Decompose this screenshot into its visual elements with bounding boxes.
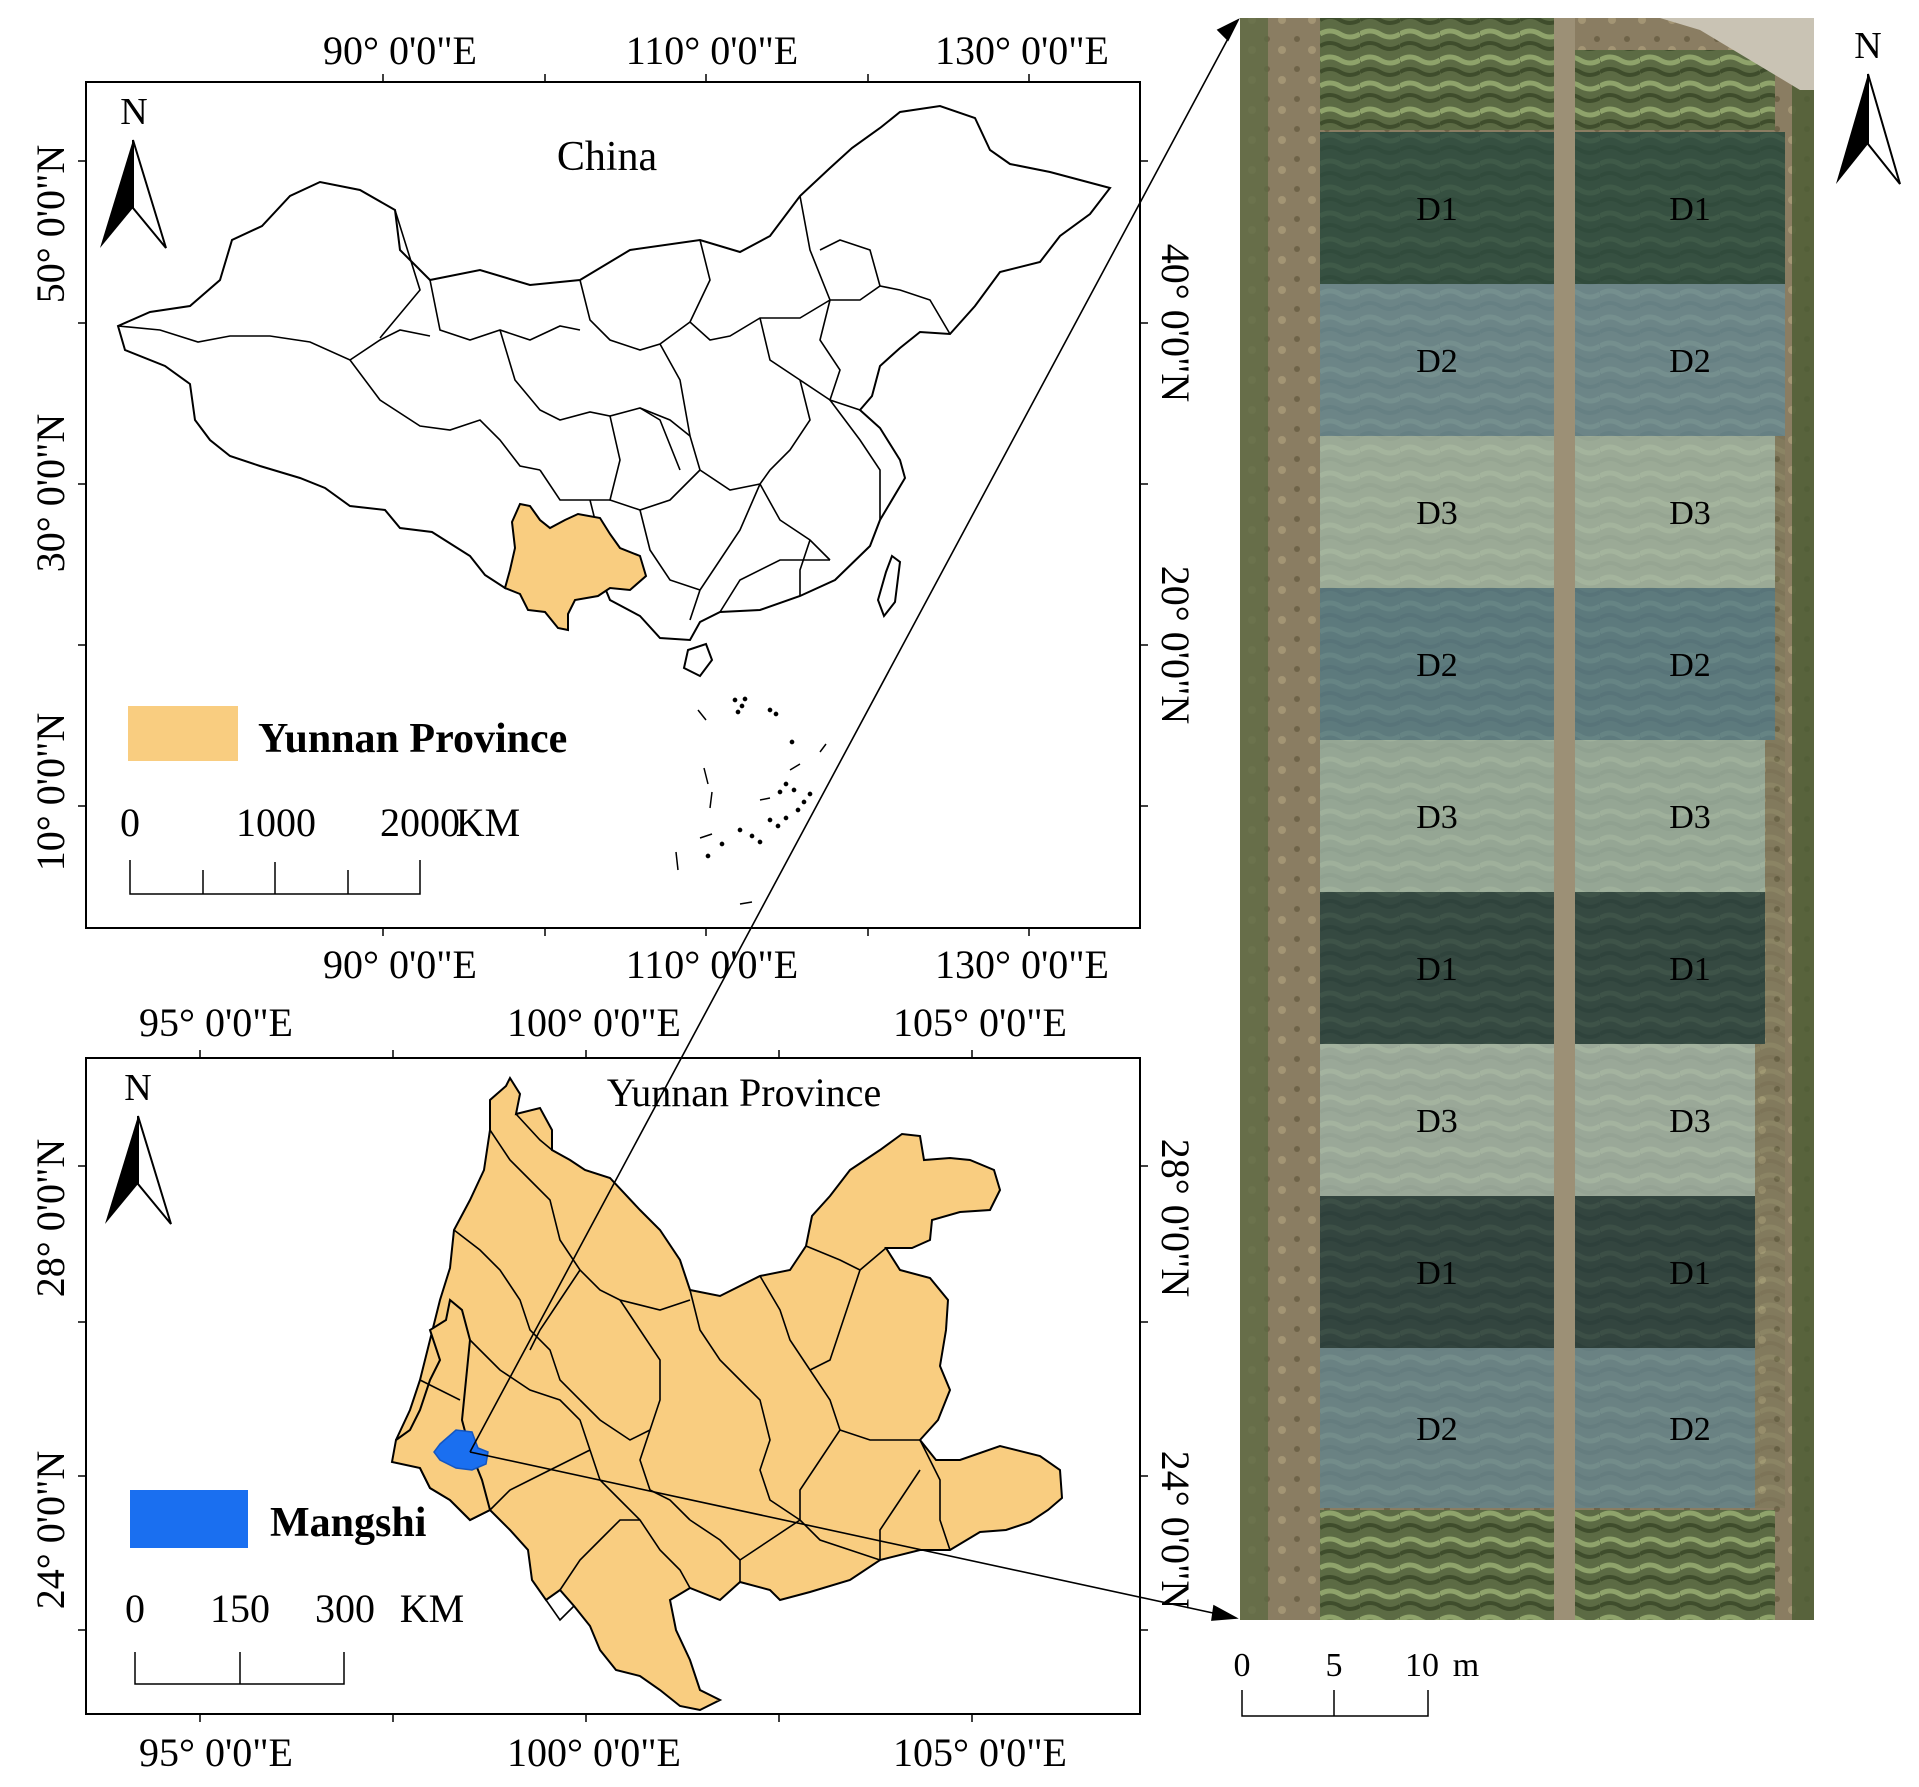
yunnan-scale-unit: KM xyxy=(400,1586,464,1631)
south-china-sea-islands xyxy=(675,696,827,905)
yunnan-prefecture-boundaries xyxy=(419,1113,951,1622)
plot-label-r1: D1 xyxy=(1669,191,1711,228)
china-north-arrow: N xyxy=(100,91,167,249)
china-right-tick-2: 20° 0'0"N xyxy=(1153,566,1198,724)
yunnan-bottom-tick-2: 100° 0'0"E xyxy=(507,1730,681,1775)
china-left-tick-2: 30° 0'0"N xyxy=(28,414,73,572)
china-scale-bar: 0 1000 2000 KM xyxy=(120,800,520,895)
field-scale-0: 0 xyxy=(1234,1647,1251,1684)
plot-label-l3: D3 xyxy=(1416,495,1458,532)
plot-label-l4: D2 xyxy=(1416,647,1458,684)
plot-label-r6: D1 xyxy=(1669,951,1711,988)
plot-label-r7: D3 xyxy=(1669,1103,1711,1140)
connector-lines xyxy=(469,18,1240,1621)
plot-grid xyxy=(1320,132,1785,1508)
taiwan-island xyxy=(876,554,902,619)
yunnan-top-tick-3: 105° 0'0"E xyxy=(893,1000,1067,1045)
china-right-tick-1: 40° 0'0"N xyxy=(1153,244,1198,402)
north-arrow-icon xyxy=(105,1116,138,1224)
china-outline xyxy=(116,104,1112,642)
yunnan-legend-label: Mangshi xyxy=(270,1500,427,1546)
china-legend-label: Yunnan Province xyxy=(258,716,567,762)
mangshi-highlight xyxy=(433,1429,489,1471)
yunnan-map-panel: Yunnan Province N Mangshi 0 150 300 KM 9… xyxy=(28,1000,1198,1775)
plot-label-l5: D3 xyxy=(1416,799,1458,836)
china-bottom-tick-3: 130° 0'0"E xyxy=(935,942,1109,987)
yunnan-scale-0: 0 xyxy=(125,1586,145,1631)
yunnan-map-title: Yunnan Province xyxy=(607,1070,881,1115)
china-legend-swatch xyxy=(128,706,238,761)
china-scale-1000: 1000 xyxy=(236,800,316,845)
yunnan-scale-150: 150 xyxy=(210,1586,270,1631)
north-arrow-icon xyxy=(1836,74,1868,184)
field-scale-bar: 0 5 10 m xyxy=(1234,1647,1479,1717)
china-north-label: N xyxy=(120,91,147,133)
yunnan-left-tick-1: 28° 0'0"N xyxy=(28,1139,73,1297)
yunnan-scale-bar: 0 150 300 KM xyxy=(125,1586,464,1685)
yunnan-tick-marks xyxy=(78,1050,1148,1722)
plot-label-l6: D1 xyxy=(1416,951,1458,988)
field-scale-unit: m xyxy=(1453,1647,1479,1684)
plot-label-l7: D3 xyxy=(1416,1103,1458,1140)
china-left-tick-1: 50° 0'0"N xyxy=(28,145,73,303)
yunnan-left-tick-2: 24° 0'0"N xyxy=(28,1451,73,1609)
yunnan-legend-swatch xyxy=(130,1490,248,1548)
china-top-tick-2: 110° 0'0"E xyxy=(626,28,798,73)
yunnan-top-tick-2: 100° 0'0"E xyxy=(507,1000,681,1045)
china-map-panel: China N Yunnan Province 0 1000 2000 KM 9… xyxy=(28,28,1198,987)
china-top-tick-3: 130° 0'0"E xyxy=(935,28,1109,73)
china-scale-2000: 2000 xyxy=(380,800,460,845)
plot-label-r8: D1 xyxy=(1669,1255,1711,1292)
yunnan-bottom-tick-1: 95° 0'0"E xyxy=(139,1730,293,1775)
plot-labels: D1 D2 D3 D2 D3 D1 D3 D1 D2 D1 D2 D3 D2 D… xyxy=(1416,191,1711,1448)
field-image-panel: D1 D2 D3 D2 D3 D1 D3 D1 D2 D1 D2 D3 D2 D… xyxy=(1234,18,1901,1717)
china-tick-marks xyxy=(78,74,1148,936)
yunnan-right-tick-1: 28° 0'0"N xyxy=(1153,1139,1198,1297)
plot-label-l1: D1 xyxy=(1416,191,1458,228)
plot-label-l8: D1 xyxy=(1416,1255,1458,1292)
plot-label-r4: D2 xyxy=(1669,647,1711,684)
plot-label-l2: D2 xyxy=(1416,343,1458,380)
yunnan-top-tick-1: 95° 0'0"E xyxy=(139,1000,293,1045)
plot-label-r3: D3 xyxy=(1669,495,1711,532)
field-scale-10: 10 xyxy=(1405,1647,1439,1684)
china-bottom-tick-2: 110° 0'0"E xyxy=(626,942,798,987)
china-scale-0: 0 xyxy=(120,800,140,845)
yunnan-scale-300: 300 xyxy=(315,1586,375,1631)
field-north-label: N xyxy=(1854,25,1881,67)
field-scale-5: 5 xyxy=(1326,1647,1343,1684)
yunnan-right-tick-2: 24° 0'0"N xyxy=(1153,1451,1198,1609)
hainan-island xyxy=(682,642,714,678)
plot-label-r2: D2 xyxy=(1669,343,1711,380)
plot-label-r9: D2 xyxy=(1669,1411,1711,1448)
yunnan-highlight xyxy=(503,502,648,632)
yunnan-north-arrow: N xyxy=(105,1067,172,1225)
china-map-title: China xyxy=(557,134,658,180)
north-arrow-icon xyxy=(100,140,133,248)
china-bottom-tick-1: 90° 0'0"E xyxy=(323,942,477,987)
yunnan-north-label: N xyxy=(124,1067,151,1109)
yunnan-bottom-tick-3: 105° 0'0"E xyxy=(893,1730,1067,1775)
plot-label-r5: D3 xyxy=(1669,799,1711,836)
china-scale-unit: KM xyxy=(456,800,520,845)
china-left-tick-3: 10° 0'0"N xyxy=(28,713,73,871)
plot-label-l9: D2 xyxy=(1416,1411,1458,1448)
field-north-arrow: N xyxy=(1836,25,1901,185)
china-top-tick-1: 90° 0'0"E xyxy=(323,28,477,73)
